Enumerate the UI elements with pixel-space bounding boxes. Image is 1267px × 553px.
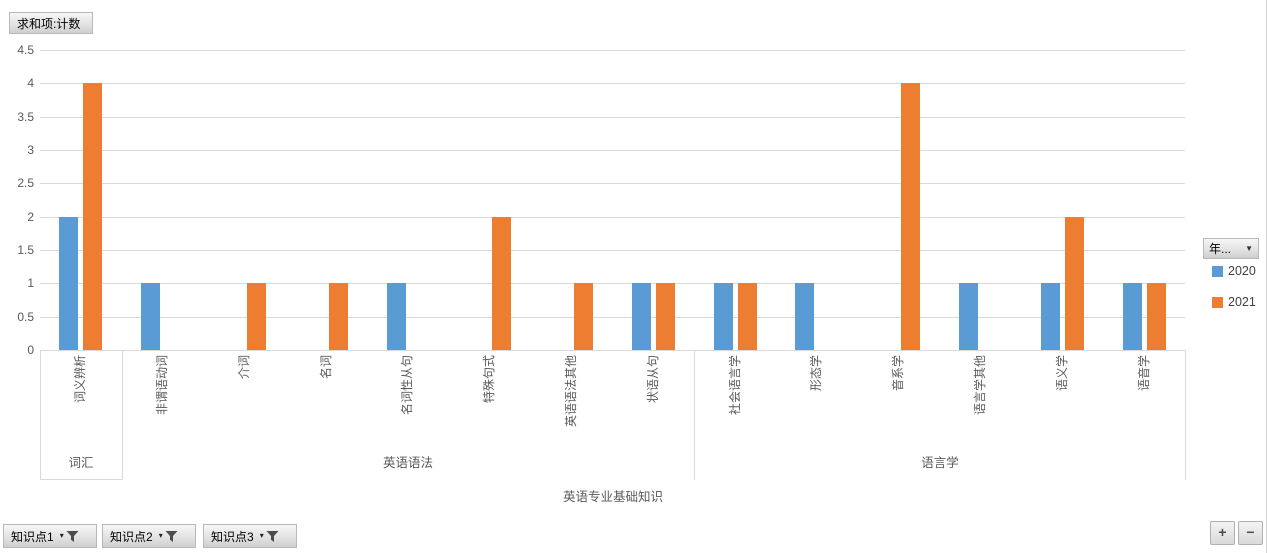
bar-2020-cat10: [795, 283, 814, 350]
category-label-text: 特殊句式: [482, 355, 497, 404]
group-label: 词汇: [68, 456, 94, 470]
category-label-text: 语义学: [1054, 355, 1069, 392]
category-axis-line: [40, 350, 1185, 351]
category-label-text: 状语从句: [645, 355, 660, 404]
group-label: 英语语法: [382, 456, 433, 470]
bar-2021-cat1: [83, 83, 102, 350]
field-filter-button-label: 知识点1: [11, 529, 54, 544]
group-separator-line: [1185, 350, 1186, 480]
category-label-text: 语言学其他: [973, 355, 987, 416]
dropdown-arrow-icon: ▼: [1245, 243, 1253, 253]
gridline: [40, 50, 1185, 51]
value-axis-tick: 2: [27, 210, 34, 224]
value-field-button[interactable]: 求和项:计数: [9, 12, 93, 34]
bar-2020-cat14: [1123, 283, 1142, 350]
value-axis-tick: 2.5: [17, 176, 34, 190]
value-axis-tick: 0: [27, 343, 34, 357]
value-axis-tick: 3: [27, 143, 34, 157]
group-label: 语言学: [921, 456, 959, 470]
bar-2020-cat9: [714, 283, 733, 350]
bar-2020-cat8: [632, 283, 651, 350]
bar-2020-cat1: [59, 217, 78, 350]
legend-swatch: [1212, 296, 1223, 308]
value-axis-tick: 4: [27, 76, 34, 90]
gridline: [40, 250, 1185, 251]
legend-swatch: [1212, 265, 1223, 277]
axis-root-label: 英语专业基础知识: [562, 490, 663, 504]
legend-field-button[interactable]: 年... ▼: [1203, 238, 1259, 259]
value-axis-tick: 1: [27, 276, 34, 290]
group-separator-line: [40, 350, 41, 480]
category-label-text: 英语语法其他: [564, 355, 579, 428]
legend-field-button-label: 年...: [1209, 242, 1232, 256]
category-label-text: 名词: [318, 355, 333, 380]
legend-item-2020: 2020: [1212, 264, 1256, 278]
value-axis-tick: 1.5: [17, 243, 34, 257]
expand-field-button[interactable]: +: [1210, 521, 1235, 545]
field-filter-button-label: 知识点2: [110, 529, 153, 544]
bar-2021-cat8: [656, 283, 675, 350]
category-label-text: 介词: [237, 355, 251, 380]
bar-2021-cat4: [329, 283, 348, 350]
field-filter-button-2[interactable]: 知识点2 ▾: [102, 524, 196, 548]
filter-funnel-icon: [165, 530, 178, 542]
category-label-text: 名词性从句: [400, 355, 415, 416]
bar-2021-cat11: [901, 83, 920, 350]
bar-2020-cat2: [141, 283, 160, 350]
bar-2021-cat3: [247, 283, 266, 350]
bar-2021-cat7: [574, 283, 593, 350]
value-axis-tick: 3.5: [17, 110, 34, 124]
bar-2021-cat9: [738, 283, 757, 350]
category-label-text: 形态学: [809, 355, 824, 392]
bar-2021-cat14: [1147, 283, 1166, 350]
bar-2020-cat5: [387, 283, 406, 350]
bar-2020-cat12: [959, 283, 978, 350]
filter-funnel-icon: [266, 530, 279, 542]
gridline: [40, 283, 1185, 284]
category-label-text: 非谓语动词: [155, 355, 170, 416]
gridline: [40, 317, 1185, 318]
field-filter-button-1[interactable]: 知识点1 ▾: [3, 524, 97, 548]
legend-item-label: 2020: [1228, 264, 1256, 278]
group-separator-line: [694, 350, 695, 480]
category-label-text: 词义辨析: [73, 355, 88, 404]
value-axis-tick: 0.5: [17, 310, 34, 324]
gridline: [40, 117, 1185, 118]
value-axis-tick: 4.5: [17, 43, 34, 57]
gridline: [40, 150, 1185, 151]
category-label-text: 社会语言学: [727, 355, 742, 416]
bar-2021-cat6: [492, 217, 511, 350]
sort-arrow-icon: ▾: [59, 531, 64, 540]
group-separator-line: [122, 350, 123, 480]
bar-2020-cat13: [1041, 283, 1060, 350]
collapse-field-button[interactable]: −: [1238, 521, 1263, 545]
gridline: [40, 83, 1185, 84]
field-filter-button-3[interactable]: 知识点3 ▾: [203, 524, 297, 548]
filter-funnel-icon: [66, 530, 79, 542]
gridline: [40, 183, 1185, 184]
field-filter-button-label: 知识点3: [211, 529, 254, 544]
sort-arrow-icon: ▾: [158, 531, 163, 540]
gridline: [40, 217, 1185, 218]
sort-arrow-icon: ▾: [259, 531, 264, 540]
category-label-text: 音系学: [891, 355, 906, 392]
group-cell-bottom-line: [40, 479, 122, 480]
category-label-text: 语音学: [1136, 355, 1151, 392]
bar-2021-cat13: [1065, 217, 1084, 350]
legend-item-2021: 2021: [1212, 295, 1256, 309]
value-field-button-label: 求和项:计数: [17, 16, 81, 31]
legend-item-label: 2021: [1228, 295, 1256, 309]
